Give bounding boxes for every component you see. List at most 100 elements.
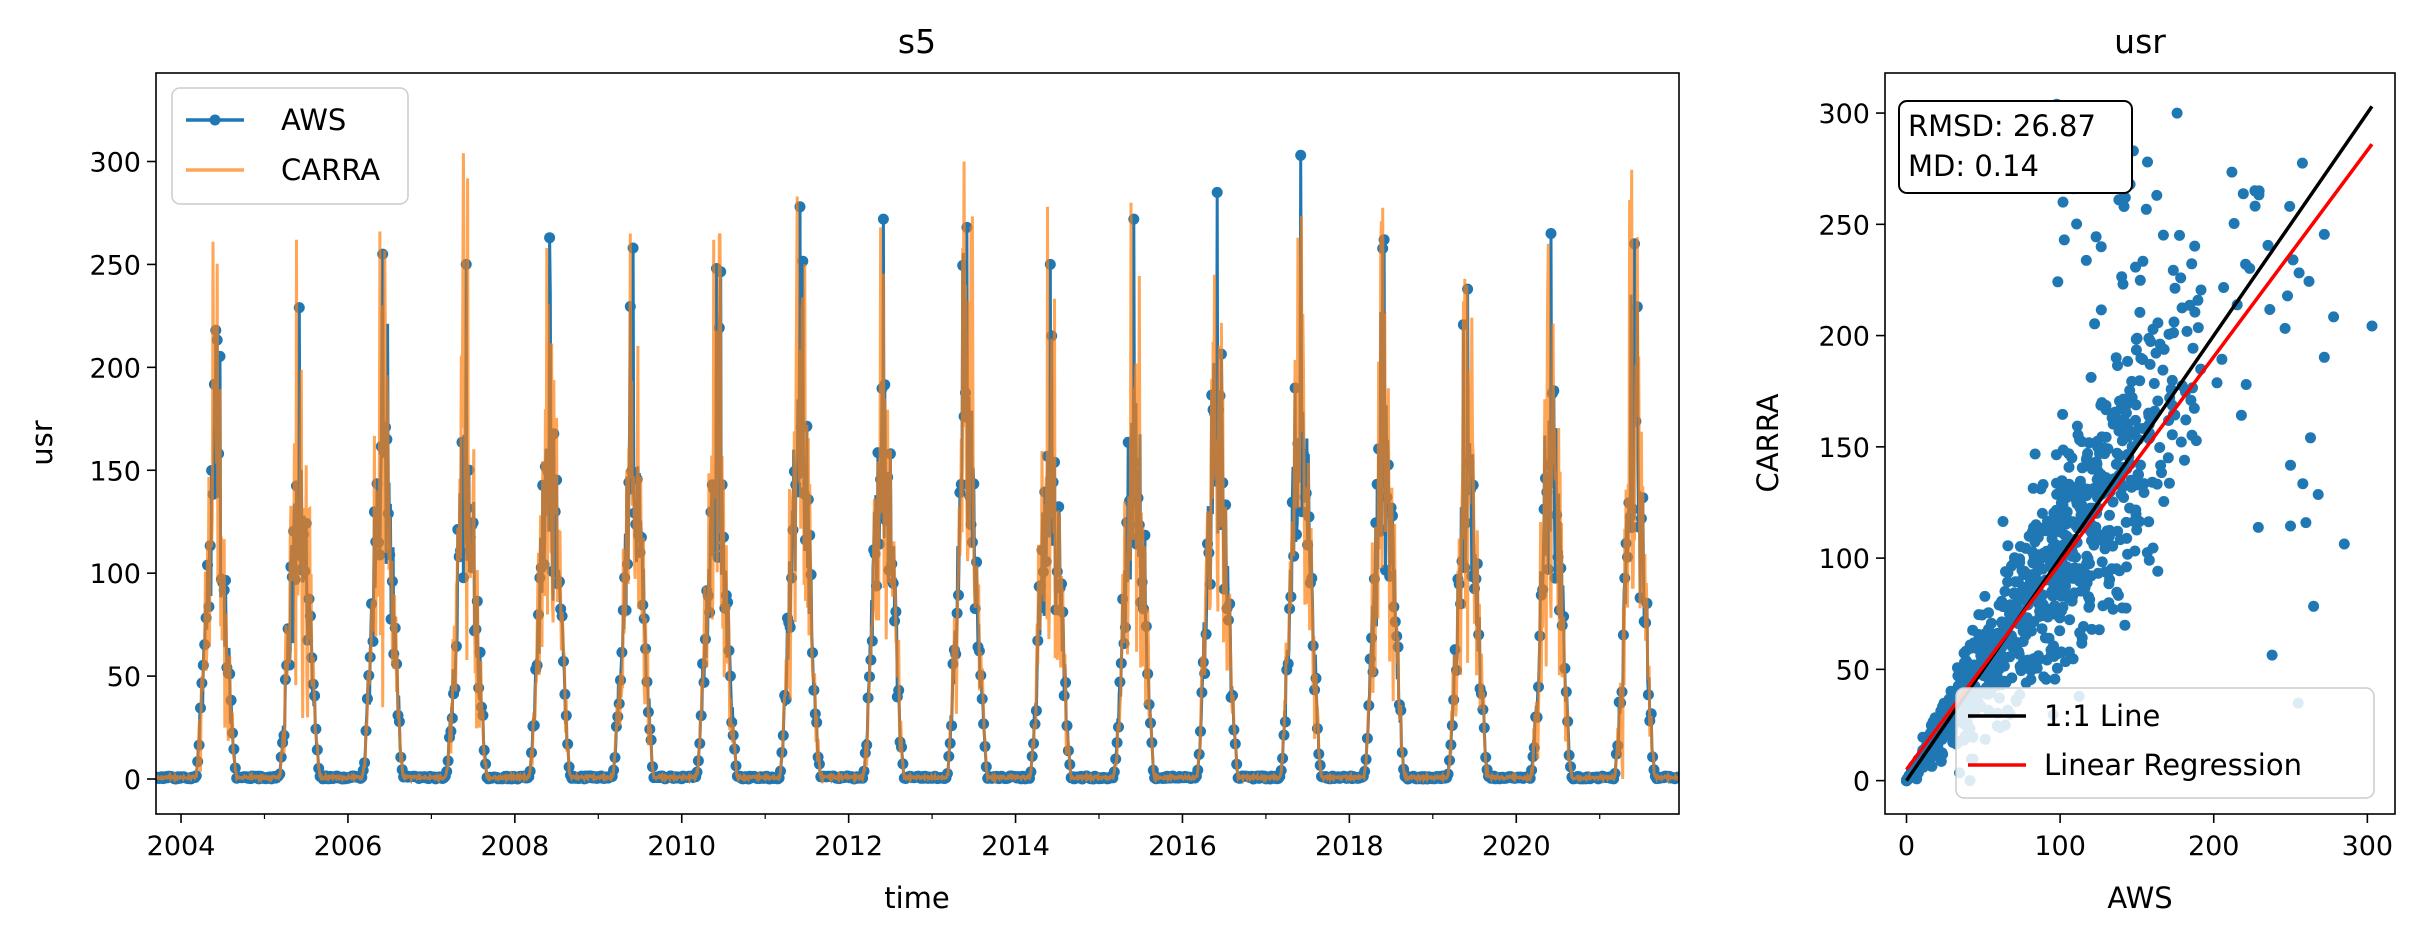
scatter-point bbox=[2240, 258, 2252, 270]
scatter-point bbox=[2226, 166, 2238, 178]
scatter-point bbox=[2284, 200, 2296, 212]
scatter-point bbox=[2135, 352, 2147, 364]
time-series-ylabel: usr bbox=[25, 420, 59, 465]
scatter-point bbox=[2134, 274, 2146, 286]
scatter-point bbox=[2135, 459, 2146, 471]
scatter-point bbox=[2148, 378, 2160, 389]
scatter-point bbox=[2137, 255, 2149, 267]
scatter-point bbox=[2130, 399, 2142, 411]
scatter-point bbox=[2067, 653, 2079, 665]
scatter-point bbox=[2308, 600, 2320, 612]
scatter-point bbox=[2188, 402, 2200, 414]
scatter-point bbox=[2296, 157, 2308, 169]
scatter-point bbox=[2116, 435, 2128, 447]
scatter-point bbox=[2076, 462, 2088, 474]
scatter-point bbox=[2050, 504, 2062, 516]
scatter-point bbox=[2195, 284, 2207, 296]
time-series-chart: s5 2004 2006 2008 2010 2012 2014 2016 2018 2020 0… bbox=[25, 22, 1680, 915]
legend-carra-label: CARRA bbox=[281, 153, 380, 187]
aws-point bbox=[877, 213, 889, 225]
scatter-point bbox=[2050, 520, 2062, 532]
scatter-point bbox=[2115, 488, 2127, 500]
scatter-point bbox=[2116, 602, 2128, 614]
y-tick-label: 0 bbox=[1853, 767, 1870, 798]
scatter-point bbox=[2117, 413, 2129, 425]
scatter-point bbox=[2180, 414, 2192, 426]
scatter-point bbox=[2175, 272, 2187, 284]
scatter-point bbox=[2114, 395, 2125, 407]
scatter-point bbox=[2116, 271, 2128, 283]
scatter-point bbox=[2151, 189, 2163, 201]
scatter-point bbox=[2168, 316, 2180, 328]
scatter-frame bbox=[1884, 72, 2396, 815]
scatter-point bbox=[2328, 311, 2340, 323]
scatter-point bbox=[1997, 651, 2009, 662]
scatter-point bbox=[2009, 552, 2020, 564]
scatter-point bbox=[2181, 325, 2193, 337]
scatter-point bbox=[2051, 662, 2063, 674]
scatter-point bbox=[1925, 720, 1937, 731]
scatter-point bbox=[2002, 576, 2014, 588]
scatter-point bbox=[2142, 156, 2153, 168]
scatter-point bbox=[2121, 532, 2133, 544]
scatter-point bbox=[2157, 229, 2169, 241]
y-tick-label: 300 bbox=[89, 148, 141, 179]
scatter-point bbox=[2032, 531, 2044, 543]
scatter-point bbox=[2366, 320, 2378, 332]
scatter-point bbox=[1958, 657, 1970, 669]
scatter-point bbox=[2084, 594, 2096, 605]
scatter-point bbox=[2228, 218, 2240, 229]
scatter-point bbox=[2124, 384, 2136, 396]
scatter-point bbox=[2036, 507, 2048, 519]
scatter-point bbox=[2071, 498, 2083, 510]
scatter-ylabel: CARRA bbox=[1751, 393, 1785, 492]
x-tick-label: 2016 bbox=[1148, 831, 1217, 862]
scatter-title: usr bbox=[2114, 22, 2166, 61]
scatter-point bbox=[2143, 410, 2155, 422]
scatter-point bbox=[2057, 601, 2069, 613]
legend-aws-marker bbox=[209, 114, 221, 126]
scatter-point bbox=[2134, 306, 2146, 318]
scatter-point bbox=[2026, 546, 2038, 558]
scatter-point bbox=[2076, 637, 2088, 649]
scatter-point bbox=[1963, 667, 1975, 679]
scatter-point bbox=[2168, 327, 2179, 339]
y-tick-label: 200 bbox=[1818, 322, 1870, 353]
time-series-title: s5 bbox=[898, 22, 936, 61]
scatter-point bbox=[2303, 275, 2315, 287]
scatter-point bbox=[2192, 294, 2204, 306]
scatter-point bbox=[2121, 561, 2132, 573]
legend-one-to-one-label: 1:1 Line bbox=[2044, 699, 2160, 733]
scatter-point bbox=[2085, 371, 2097, 383]
aws-point bbox=[1211, 186, 1223, 198]
scatter-point bbox=[2189, 240, 2201, 252]
scatter-point bbox=[2134, 375, 2146, 387]
scatter-point bbox=[2110, 352, 2122, 364]
scatter-point bbox=[1996, 595, 2008, 607]
stats-box: RMSD: 26.87 MD: 0.14 bbox=[1898, 100, 2133, 194]
scatter-point bbox=[2057, 408, 2069, 420]
scatter-point bbox=[1964, 639, 1976, 651]
scatter-point bbox=[2102, 567, 2114, 579]
legend-box bbox=[171, 87, 409, 205]
scatter-point bbox=[2111, 447, 2123, 459]
scatter-chart: usr 0 100 200 300 0 50 100 150 200 250 300 AWS CAR… bbox=[1751, 22, 2396, 915]
y-tick-label: 100 bbox=[89, 559, 141, 590]
scatter-point bbox=[2002, 540, 2014, 552]
scatter-point bbox=[2112, 525, 2124, 537]
scatter-point bbox=[2090, 456, 2102, 468]
scatter-point bbox=[1979, 628, 1991, 640]
scatter-point bbox=[2156, 467, 2167, 479]
scatter-point bbox=[2083, 437, 2095, 449]
scatter-point bbox=[2140, 203, 2152, 215]
y-tick-label: 250 bbox=[89, 250, 141, 281]
scatter-point bbox=[2097, 600, 2109, 612]
scatter-point bbox=[2027, 482, 2039, 494]
scatter-point bbox=[1979, 590, 1991, 602]
scatter-point bbox=[2082, 483, 2094, 495]
scatter-point bbox=[2192, 322, 2204, 334]
scatter-point bbox=[2166, 374, 2178, 386]
md-text: MD: 0.14 bbox=[1908, 149, 2039, 183]
scatter-point bbox=[2080, 254, 2092, 266]
